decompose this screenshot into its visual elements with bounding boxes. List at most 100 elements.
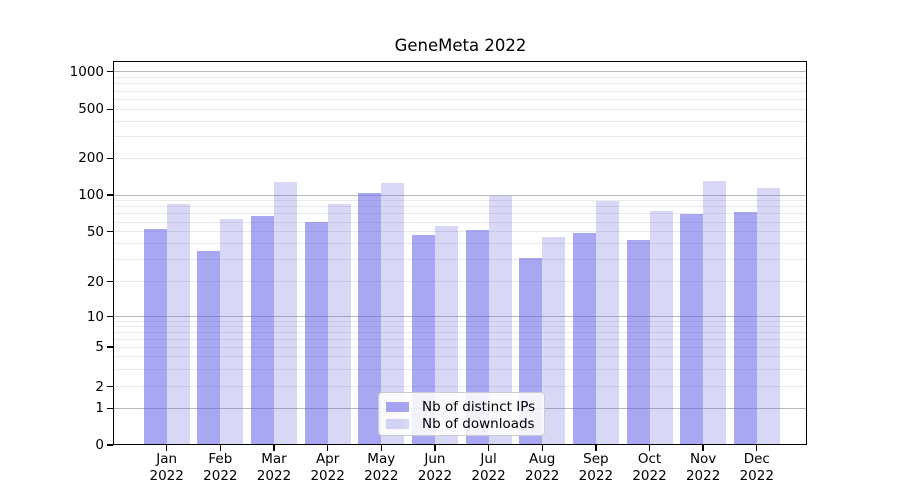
bar-downloads-mar — [273, 182, 297, 445]
minor-gridline — [114, 76, 806, 78]
x-tick-label: Nov 2022 — [671, 451, 735, 484]
x-tick-year: 2022 — [203, 467, 238, 484]
x-tick-mark — [380, 445, 382, 451]
x-tick-month: Jul — [480, 451, 497, 467]
minor-gridline — [114, 98, 806, 100]
x-tick-year: 2022 — [578, 467, 614, 484]
legend-item-distinct-ips: Nb of distinct IPs — [386, 398, 536, 415]
x-tick-year: 2022 — [417, 467, 453, 484]
x-tick-label: Mar 2022 — [242, 451, 306, 484]
minor-gridline — [114, 331, 806, 333]
legend: Nb of distinct IPs Nb of downloads — [378, 392, 545, 436]
y-tick-label: 0 — [95, 437, 104, 453]
x-tick-label: Feb 2022 — [188, 451, 252, 484]
bar-downloads-aug — [542, 237, 566, 445]
bar-downloads-jul — [488, 196, 512, 445]
y-tick-label: 50 — [86, 223, 104, 240]
x-tick-mark — [326, 445, 329, 451]
x-tick-mark — [219, 445, 222, 451]
bar-downloads-apr — [327, 203, 351, 445]
minor-gridline — [114, 243, 806, 245]
x-tick-month: Dec — [743, 451, 770, 467]
x-tick-year: 2022 — [739, 467, 774, 484]
minor-gridline — [114, 221, 806, 223]
y-tick-mark — [107, 71, 113, 73]
x-tick-label: Apr 2022 — [296, 451, 360, 484]
y-tick-label: 5 — [95, 339, 104, 355]
x-tick-month: Sep — [583, 451, 609, 467]
x-tick-year: 2022 — [256, 467, 292, 484]
x-tick-label: Dec 2022 — [725, 451, 789, 484]
x-tick-year: 2022 — [364, 467, 399, 484]
x-tick-label: Aug 2022 — [510, 451, 574, 484]
x-tick-label: Jan 2022 — [135, 451, 199, 484]
minor-gridline — [114, 281, 806, 283]
bar-downloads-sep — [595, 200, 619, 445]
major-gridline — [114, 71, 806, 73]
y-tick-mark — [107, 157, 113, 159]
minor-gridline — [114, 83, 806, 85]
x-tick-mark — [487, 445, 490, 451]
legend-item-downloads: Nb of downloads — [386, 415, 536, 432]
x-tick-mark — [166, 445, 168, 451]
y-tick-mark — [107, 346, 113, 348]
y-tick-mark — [107, 194, 113, 196]
minor-gridline — [114, 90, 806, 92]
bar-distinct-ips-may — [358, 193, 382, 445]
bar-distinct-ips-mar — [250, 216, 274, 445]
minor-gridline — [114, 108, 806, 110]
x-tick-label: Sep 2022 — [564, 451, 628, 484]
legend-swatch-distinct-ips-icon — [386, 401, 409, 412]
bar-downloads-feb — [220, 219, 244, 445]
x-tick-year: 2022 — [525, 467, 560, 484]
x-tick-mark — [648, 445, 651, 451]
x-tick-month: May — [367, 451, 396, 467]
y-tick-label: 500 — [78, 101, 104, 118]
legend-label-distinct-ips: Nb of distinct IPs — [422, 398, 536, 415]
bar-downloads-jan — [166, 204, 190, 445]
x-tick-label: May 2022 — [349, 451, 413, 484]
x-tick-year: 2022 — [685, 467, 721, 484]
y-tick-label: 100 — [78, 187, 104, 203]
y-tick-label: 10 — [86, 308, 104, 325]
legend-label-downloads: Nb of downloads — [422, 415, 535, 432]
minor-gridline — [114, 386, 806, 388]
x-tick-month: Apr — [315, 451, 340, 467]
x-tick-month: Mar — [261, 451, 287, 467]
y-tick-mark — [107, 281, 113, 283]
minor-gridline — [114, 213, 806, 215]
x-tick-month: Jun — [424, 451, 446, 467]
x-tick-mark — [702, 445, 704, 451]
y-tick-mark — [107, 407, 113, 409]
x-tick-mark — [756, 445, 758, 451]
minor-gridline — [114, 320, 806, 322]
y-tick-label: 2 — [95, 378, 104, 395]
bar-distinct-ips-oct — [626, 239, 650, 445]
y-tick-mark — [107, 386, 113, 388]
y-tick-label: 1000 — [69, 63, 104, 80]
x-tick-year: 2022 — [632, 467, 667, 484]
bar-distinct-ips-nov — [680, 213, 704, 445]
plot-border — [113, 61, 807, 445]
bar-distinct-ips-feb — [197, 251, 221, 445]
x-tick-label: Jul 2022 — [457, 451, 521, 484]
minor-gridline — [114, 368, 806, 370]
bar-downloads-may — [381, 182, 405, 445]
bar-downloads-oct — [649, 210, 673, 445]
minor-gridline — [114, 356, 806, 358]
minor-gridline — [114, 136, 806, 138]
x-tick-year: 2022 — [471, 467, 506, 484]
x-tick-label: Oct 2022 — [618, 451, 682, 484]
minor-gridline — [114, 206, 806, 208]
minor-gridline — [114, 200, 806, 202]
bar-distinct-ips-sep — [572, 232, 596, 445]
minor-gridline — [114, 346, 806, 348]
chart-title: GeneMeta 2022 — [394, 36, 527, 55]
x-tick-year: 2022 — [310, 467, 345, 484]
minor-gridline — [114, 259, 806, 261]
x-tick-mark — [273, 445, 275, 451]
x-tick-mark — [434, 445, 436, 451]
